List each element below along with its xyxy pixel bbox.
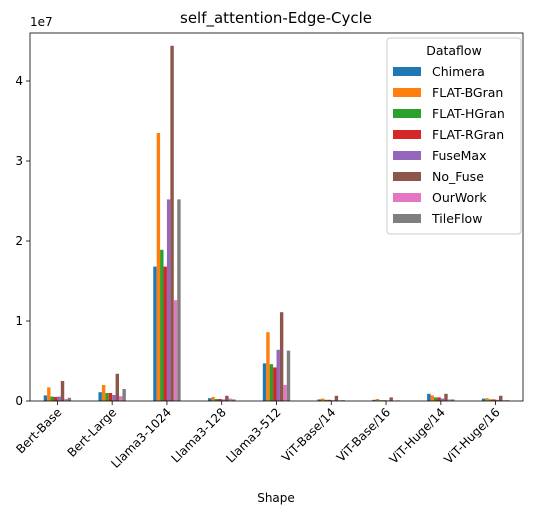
- bar-chimera-1: [98, 392, 102, 401]
- bar-flat-hgran-3: [214, 399, 219, 401]
- y-axis-ticks: 0 1 2 3 4: [15, 74, 30, 408]
- bar-flat-hgran-8: [488, 399, 493, 401]
- bar-flat-rgran-3: [218, 399, 222, 401]
- bar-flat-rgran-8: [492, 399, 496, 401]
- bar-no-fuse-7: [444, 393, 448, 401]
- bar-no-fuse-0: [60, 381, 65, 401]
- legend-swatch-flat-bgran: [393, 88, 421, 97]
- y-tick-label: 0: [15, 394, 23, 408]
- bar-fusemax-2: [166, 199, 171, 401]
- y-tick-label: 4: [15, 74, 23, 88]
- bar-flat-bgran-5: [321, 398, 325, 401]
- bar-fusemax-4: [276, 349, 280, 401]
- legend-swatch-flat-rgran: [393, 130, 421, 139]
- bar-ourwork-4: [283, 385, 287, 401]
- legend-swatch-tileflow: [393, 214, 421, 223]
- bar-chimera-5: [317, 399, 321, 401]
- bar-flat-rgran-4: [273, 367, 277, 401]
- bar-ourwork-3: [228, 398, 232, 401]
- bar-no-fuse-5: [334, 395, 339, 401]
- legend-swatch-fusemax: [393, 151, 421, 160]
- bar-flat-bgran-0: [47, 387, 51, 401]
- bar-flat-rgran-7: [437, 397, 441, 401]
- y-scale-label: 1e7: [30, 15, 53, 29]
- bar-tileflow-2: [177, 199, 181, 401]
- legend-label-flat-rgran: FLAT-RGran: [432, 127, 504, 142]
- bar-flat-bgran-6: [375, 399, 380, 401]
- bar-flat-bgran-7: [430, 395, 434, 401]
- plot-area: [29, 32, 524, 402]
- bar-flat-hgran-5: [324, 399, 328, 401]
- bar-tileflow-7: [451, 399, 455, 401]
- bar-flat-rgran-1: [108, 393, 113, 401]
- legend-label-no-fuse: No_Fuse: [432, 169, 484, 184]
- legend: Dataflow Chimera FLAT-BGran FLAT-HGran FLAT…: [386, 37, 522, 235]
- bar-flat-hgran-0: [50, 396, 54, 401]
- legend-label-ourwork: OurWork: [432, 190, 487, 205]
- bar-tileflow-4: [286, 350, 291, 401]
- bar-flat-bgran-8: [485, 398, 489, 401]
- bar-flat-rgran-0: [53, 397, 58, 401]
- legend-swatch-chimera: [393, 67, 421, 76]
- bar-ourwork-7: [447, 399, 452, 401]
- legend-title: Dataflow: [426, 43, 482, 58]
- legend-label-chimera: Chimera: [432, 64, 485, 79]
- bar-flat-hgran-4: [269, 364, 274, 401]
- bar-chimera-3: [208, 398, 212, 401]
- bar-chimera-2: [153, 266, 157, 401]
- legend-swatch-flat-hgran: [393, 109, 421, 118]
- bar-flat-bgran-1: [101, 385, 106, 401]
- bar-no-fuse-3: [225, 395, 229, 401]
- bar-flat-hgran-7: [433, 397, 438, 401]
- legend-swatch-ourwork: [393, 193, 421, 202]
- bar-ourwork-2: [173, 300, 178, 401]
- bar-chimera-7: [427, 393, 431, 401]
- bar-chimera-8: [481, 398, 486, 401]
- legend-label-fusemax: FuseMax: [432, 148, 486, 163]
- bar-fusemax-1: [112, 395, 116, 401]
- bar-ourwork-1: [119, 396, 123, 401]
- bar-tileflow-0: [67, 397, 72, 401]
- bar-fusemax-8: [495, 399, 500, 401]
- bar-tileflow-1: [122, 389, 126, 401]
- bar-flat-bgran-4: [266, 332, 270, 401]
- bar-chimera-6: [372, 399, 376, 401]
- bar-flat-bgran-3: [211, 397, 215, 401]
- legend-label-flat-bgran: FLAT-BGran: [432, 85, 503, 100]
- bar-no-fuse-4: [279, 312, 284, 401]
- bar-no-fuse-1: [115, 373, 120, 401]
- legend-swatch-no-fuse: [393, 172, 421, 181]
- y-tick-label: 1: [15, 314, 23, 328]
- bar-flat-rgran-5: [327, 399, 332, 401]
- bar-fusemax-0: [57, 396, 61, 401]
- bar-flat-hgran-1: [105, 393, 109, 401]
- y-tick-label: 3: [15, 154, 23, 168]
- bar-ourwork-0: [64, 399, 68, 401]
- legend-frame: [386, 37, 522, 235]
- bar-flat-hgran-2: [160, 249, 164, 401]
- bar-no-fuse-8: [499, 395, 503, 401]
- bar-flat-bgran-2: [156, 133, 161, 401]
- bar-tileflow-3: [231, 399, 236, 401]
- bar-fusemax-3: [221, 399, 226, 401]
- bar-flat-rgran-2: [163, 266, 167, 401]
- bar-chimera-4: [262, 363, 267, 401]
- bar-no-fuse-6: [389, 397, 393, 401]
- bar-no-fuse-2: [170, 45, 174, 402]
- bar-fusemax-7: [440, 398, 445, 401]
- legend-label-flat-hgran: FLAT-HGran: [432, 106, 505, 121]
- y-tick-label: 2: [15, 234, 23, 248]
- chart-title: self_attention-Edge-Cycle: [180, 9, 372, 28]
- x-axis-label: Shape: [257, 491, 295, 505]
- bar-chimera-0: [43, 395, 48, 401]
- legend-label-tileflow: TileFlow: [431, 211, 482, 226]
